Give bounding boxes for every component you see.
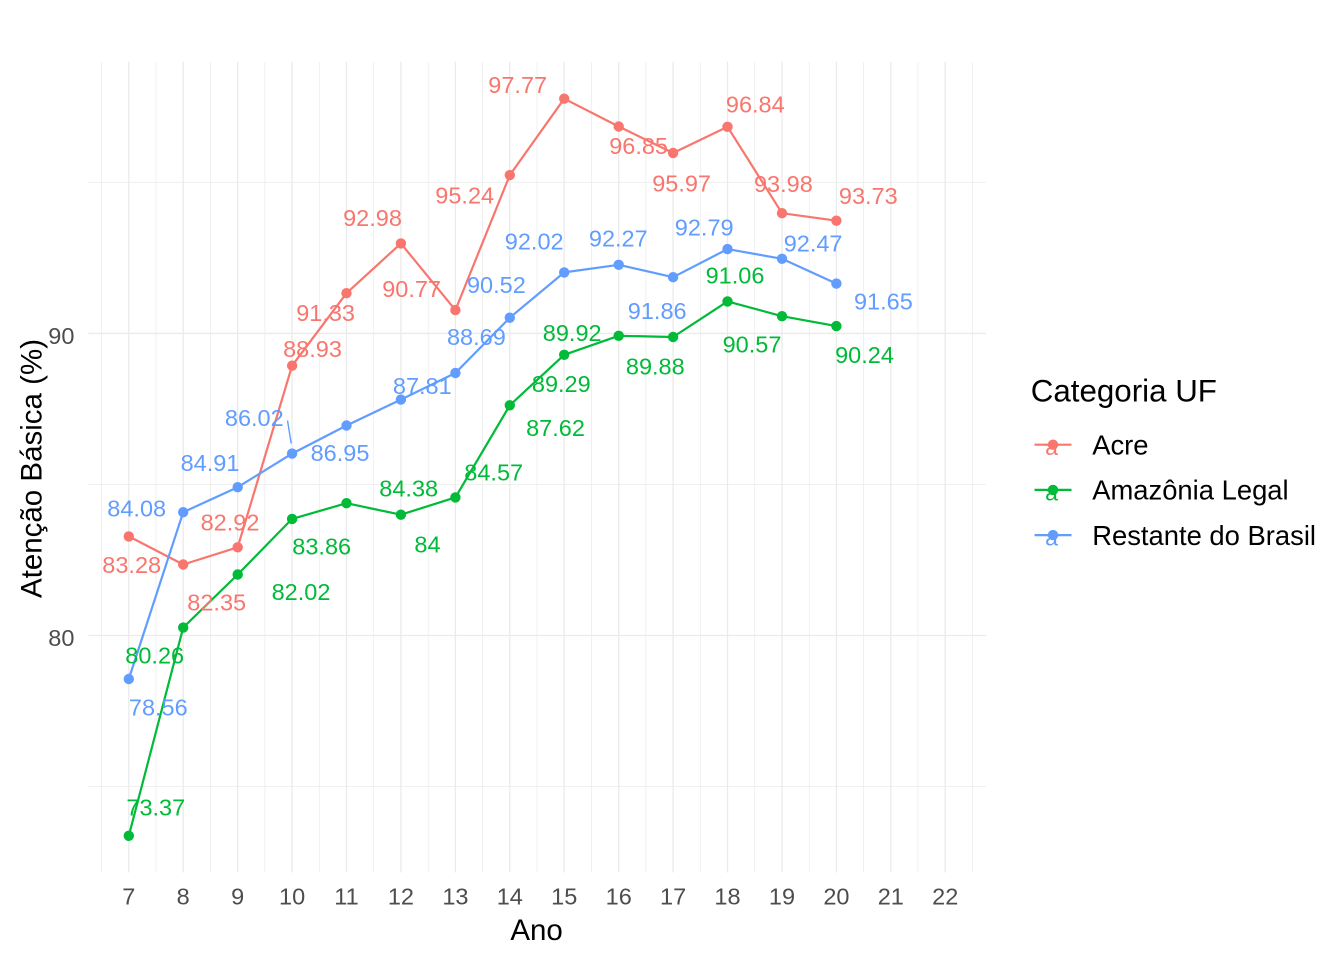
svg-text:95.24: 95.24	[435, 183, 494, 209]
svg-text:73.37: 73.37	[126, 795, 185, 821]
svg-text:87.62: 87.62	[526, 415, 585, 441]
svg-text:86.95: 86.95	[311, 440, 370, 466]
svg-text:9: 9	[231, 884, 244, 910]
svg-text:82.35: 82.35	[187, 590, 246, 616]
svg-text:a: a	[1045, 525, 1058, 551]
svg-text:89.29: 89.29	[532, 371, 591, 397]
svg-text:96.85: 96.85	[609, 133, 668, 159]
svg-text:Ano: Ano	[510, 914, 563, 947]
svg-text:82.02: 82.02	[272, 579, 331, 605]
svg-text:Atenção Básica (%): Atenção Básica (%)	[15, 339, 48, 598]
svg-text:90.77: 90.77	[382, 276, 441, 302]
svg-text:Restante do Brasil: Restante do Brasil	[1092, 520, 1316, 551]
svg-text:83.28: 83.28	[102, 552, 161, 578]
svg-text:83.86: 83.86	[292, 533, 351, 559]
svg-text:84.38: 84.38	[379, 475, 438, 501]
svg-text:84: 84	[414, 531, 440, 557]
svg-text:22: 22	[932, 884, 958, 910]
svg-text:87.81: 87.81	[393, 373, 452, 399]
svg-text:12: 12	[388, 884, 414, 910]
svg-text:93.73: 93.73	[839, 183, 898, 209]
svg-text:80.26: 80.26	[125, 643, 184, 669]
svg-text:82.92: 82.92	[201, 510, 260, 536]
svg-text:90.57: 90.57	[723, 331, 782, 357]
svg-text:20: 20	[823, 884, 849, 910]
svg-text:89.88: 89.88	[626, 353, 685, 379]
svg-text:97.77: 97.77	[488, 72, 547, 98]
svg-text:15: 15	[551, 884, 577, 910]
svg-text:19: 19	[769, 884, 795, 910]
svg-text:90.24: 90.24	[835, 342, 894, 368]
svg-text:89.92: 89.92	[543, 320, 602, 346]
svg-text:91.86: 91.86	[628, 298, 687, 324]
svg-text:92.27: 92.27	[589, 225, 648, 251]
svg-text:84.57: 84.57	[464, 459, 523, 485]
svg-text:88.93: 88.93	[283, 336, 342, 362]
svg-text:95.97: 95.97	[652, 171, 711, 197]
svg-text:10: 10	[279, 884, 305, 910]
svg-text:90: 90	[48, 323, 74, 349]
svg-text:Acre: Acre	[1092, 430, 1148, 461]
svg-text:93.98: 93.98	[754, 171, 813, 197]
svg-text:11: 11	[334, 884, 358, 910]
svg-text:91.65: 91.65	[854, 289, 913, 315]
svg-text:Amazônia Legal: Amazônia Legal	[1092, 475, 1288, 506]
svg-text:a: a	[1045, 479, 1058, 505]
svg-text:92.47: 92.47	[784, 230, 843, 256]
svg-text:8: 8	[177, 884, 190, 910]
svg-text:84.91: 84.91	[181, 450, 240, 476]
svg-text:96.84: 96.84	[726, 91, 785, 117]
svg-text:88.69: 88.69	[447, 324, 506, 350]
svg-text:78.56: 78.56	[129, 695, 188, 721]
svg-text:Categoria UF: Categoria UF	[1031, 373, 1217, 408]
svg-text:86.02: 86.02	[225, 405, 284, 431]
svg-text:7: 7	[122, 884, 135, 910]
svg-text:90.52: 90.52	[467, 272, 526, 298]
svg-text:21: 21	[878, 884, 904, 910]
svg-text:92.98: 92.98	[343, 205, 402, 231]
svg-text:13: 13	[442, 884, 468, 910]
svg-text:92.79: 92.79	[675, 214, 734, 240]
svg-text:14: 14	[497, 884, 523, 910]
svg-text:a: a	[1045, 434, 1058, 460]
svg-text:17: 17	[660, 884, 686, 910]
svg-text:16: 16	[606, 884, 632, 910]
svg-text:91.33: 91.33	[296, 300, 355, 326]
svg-text:18: 18	[714, 884, 740, 910]
svg-text:80: 80	[48, 625, 74, 651]
svg-text:91.06: 91.06	[706, 262, 765, 288]
svg-text:92.02: 92.02	[505, 229, 564, 255]
svg-text:84.08: 84.08	[107, 495, 166, 521]
